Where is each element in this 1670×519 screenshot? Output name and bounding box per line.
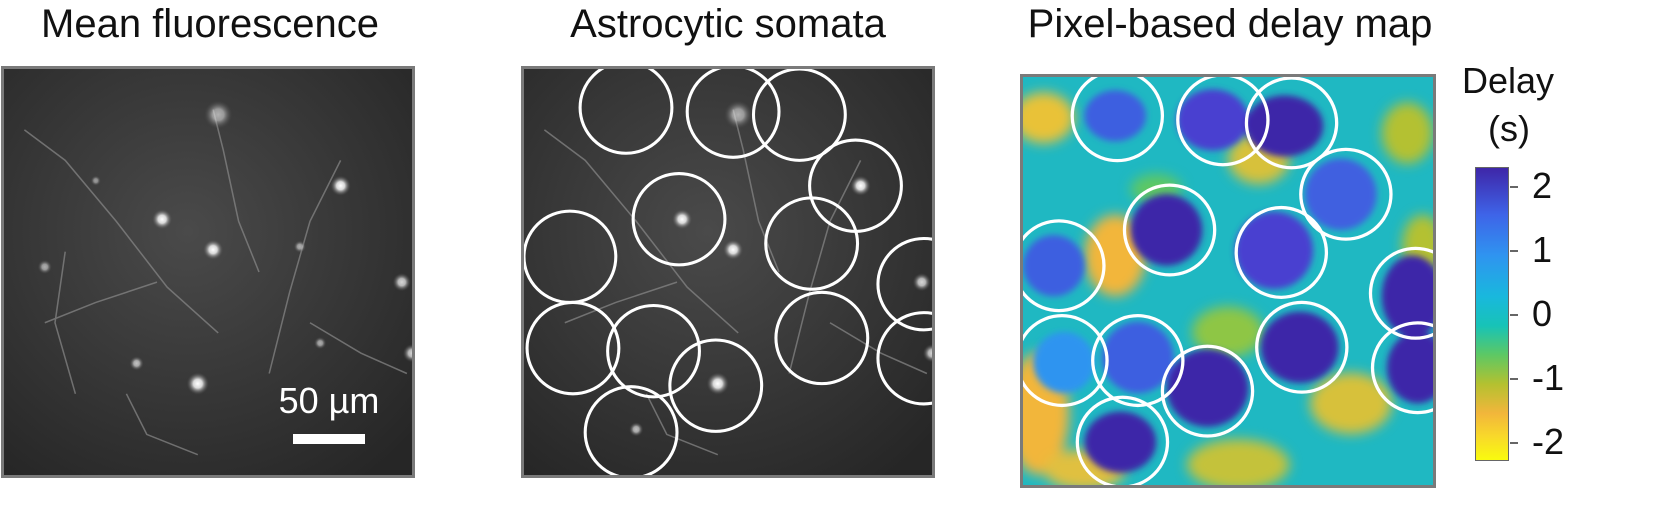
roi-circle [1234, 205, 1329, 299]
roi-circle [631, 172, 727, 267]
colorbar-tick [1510, 186, 1518, 188]
roi-circle [1368, 246, 1433, 340]
scale-bar [293, 434, 365, 444]
delay-map-blue-regions [1023, 89, 1433, 473]
roi-circle [1075, 395, 1170, 485]
roi-circle [1023, 219, 1106, 313]
somata-image-svg [524, 69, 932, 475]
fluorescence-image-svg [4, 69, 412, 475]
colorbar [1475, 167, 1509, 461]
colorbar-tick [1510, 314, 1518, 316]
panel-title-mean-fluorescence: Mean fluorescence [41, 2, 379, 46]
colorbar-tick-label: 2 [1532, 165, 1553, 206]
roi-circle [1160, 344, 1255, 438]
colorbar-tick [1510, 250, 1518, 252]
colorbar-tick-label: 0 [1532, 293, 1553, 334]
roi-circle [751, 69, 847, 162]
roi-circle [668, 338, 764, 433]
panel-title-delay-map: Pixel-based delay map [1027, 2, 1433, 46]
roi-circle [1244, 77, 1339, 170]
roi-circle [1070, 77, 1165, 163]
roi-circle [876, 236, 932, 332]
panel-title-astrocytic-somata: Astrocytic somata [570, 2, 886, 46]
colorbar-tick-label: -1 [1532, 357, 1565, 398]
colorbar-tick-label: 1 [1532, 229, 1553, 270]
roi-circle [764, 196, 860, 291]
colorbar-unit: (s) [1488, 108, 1530, 149]
roi-circle [583, 385, 679, 475]
fluorescent-cell-bodies [37, 100, 412, 395]
roi-circle [1255, 300, 1349, 394]
delay-map-svg [1023, 77, 1433, 485]
colorbar-tick [1510, 442, 1518, 444]
colorbar-tick [1510, 378, 1518, 380]
colorbar-tick-label: -2 [1532, 421, 1565, 462]
roi-circles [1023, 77, 1433, 485]
roi-circle [1370, 321, 1433, 415]
roi-circle [1091, 314, 1185, 408]
roi-circle [1176, 77, 1270, 167]
mean-fluorescence-image [1, 66, 415, 478]
roi-circle [578, 69, 674, 155]
delay-map-image [1020, 74, 1436, 488]
roi-circles [524, 69, 932, 475]
colorbar-title: Delay [1462, 60, 1555, 101]
roi-circle [606, 303, 701, 399]
astrocytic-somata-image [521, 66, 935, 478]
roi-circle [876, 311, 932, 406]
roi-circle [1122, 183, 1217, 277]
roi-circle [685, 69, 781, 159]
roi-circle [1023, 314, 1109, 408]
roi-circle [774, 290, 870, 386]
scale-bar-label: 50 µm [278, 380, 380, 421]
roi-circle [1299, 147, 1393, 241]
roi-circle [525, 300, 621, 396]
